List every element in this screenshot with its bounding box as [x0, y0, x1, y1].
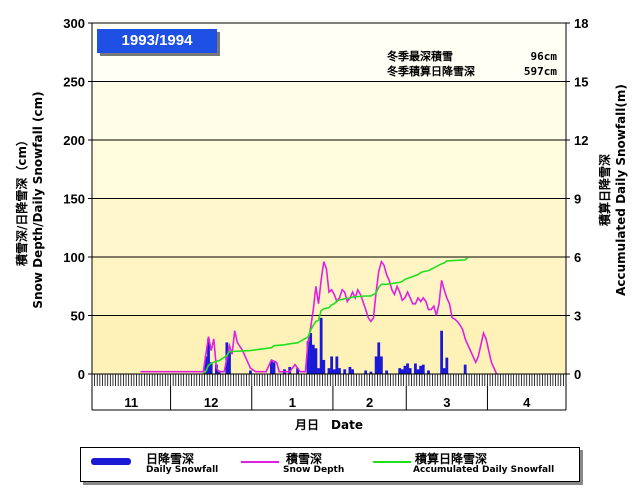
bar [445, 357, 449, 374]
bar [314, 348, 318, 374]
bar [228, 350, 231, 374]
bar [377, 342, 381, 374]
bar [427, 370, 430, 374]
series-lines [140, 257, 498, 375]
bar [385, 370, 389, 374]
bar [322, 359, 326, 374]
right-tick-label: 9 [574, 192, 581, 207]
date-axis: 11 12 1 2 3 4 [91, 373, 567, 411]
legend-label-jp: 積雪深 [286, 452, 323, 466]
month-label: 1 [289, 395, 296, 410]
bar [343, 369, 347, 374]
bar [317, 368, 320, 374]
bar [406, 363, 409, 374]
accumulated-snowfall-line [202, 257, 469, 375]
bar [204, 356, 208, 374]
bar [335, 356, 339, 374]
bar [327, 368, 331, 374]
bar [369, 371, 373, 374]
left-tick-label: 0 [78, 367, 85, 382]
left-axis-tick-labels: 0 50 100 150 200 250 300 [63, 16, 92, 382]
bar [419, 365, 423, 374]
bar [306, 341, 310, 374]
bar [338, 368, 341, 374]
left-tick-label: 100 [63, 250, 85, 265]
bar [416, 369, 420, 374]
right-tick-label: 12 [574, 133, 588, 148]
legend-label-en: Daily Snowfall [146, 465, 219, 475]
bar [249, 370, 252, 374]
snow-depth-line [140, 259, 498, 375]
legend-swatch-snow-depth [241, 461, 279, 463]
left-axis-title-en: Snow Depth/Daily Snowfall (cm) [31, 91, 45, 308]
bar [400, 369, 404, 374]
bar [403, 365, 407, 374]
legend-label-en: Accumulated Daily Snowfall [413, 465, 555, 475]
left-axis-title-jp: 積雪深/日降雪深（cm） [14, 134, 29, 267]
plot-band [92, 81, 566, 140]
bar [209, 362, 213, 374]
right-tick-label: 15 [574, 75, 588, 90]
legend-label-jp: 日降雪深 [146, 452, 195, 466]
legend-swatch-daily-snowfall [91, 458, 131, 465]
left-tick-label: 150 [63, 192, 85, 207]
max-depth-value: 96cm [530, 50, 558, 63]
right-axis-title-jp: 積算日降雪深 [597, 154, 612, 227]
bar [319, 317, 323, 374]
left-tick-label: 250 [63, 75, 85, 90]
bar [272, 362, 276, 374]
bar [440, 330, 444, 374]
bar [364, 370, 368, 374]
daily-snowfall-bars [204, 317, 467, 374]
plot-band [92, 140, 566, 199]
bar [311, 344, 315, 374]
plot-band [92, 198, 566, 257]
right-tick-label: 6 [574, 250, 581, 265]
plot-band [92, 315, 566, 374]
bar [379, 356, 383, 374]
max-depth-row: 冬季最深積雪 96cm [387, 49, 557, 64]
bar [296, 368, 299, 374]
right-tick-label: 3 [574, 309, 581, 324]
max-depth-label: 冬季最深積雪 [387, 50, 453, 63]
left-tick-label: 50 [71, 309, 85, 324]
bar [414, 363, 417, 374]
bar [421, 364, 425, 374]
bar [463, 364, 467, 374]
bar [351, 369, 354, 374]
legend-label-jp: 積算日降雪深 [415, 452, 488, 466]
bar [207, 338, 210, 374]
accum-label: 冬季積算日降雪深 [387, 65, 475, 78]
bar [309, 333, 313, 374]
accum-value: 597cm [523, 65, 557, 78]
x-axis-title: 月日 Date [294, 418, 363, 432]
bar [374, 356, 378, 374]
accum-row: 冬季積算日降雪深 597cm [387, 64, 557, 79]
right-tick-label: 0 [574, 367, 581, 382]
month-label: 4 [523, 395, 531, 410]
bar [332, 369, 336, 374]
bar [398, 368, 402, 374]
bar [269, 361, 273, 374]
month-label: 3 [443, 395, 450, 410]
bar [408, 368, 412, 374]
bar [442, 368, 446, 374]
bar [348, 366, 352, 374]
right-tick-label: 18 [574, 16, 588, 31]
left-tick-label: 300 [63, 16, 85, 31]
legend-swatch-accumulated [373, 461, 411, 463]
month-label: 11 [124, 395, 138, 410]
right-axis-tick-labels: 0 3 6 9 12 15 18 [566, 16, 588, 382]
bar [330, 356, 334, 374]
left-tick-label: 200 [63, 133, 85, 148]
winter-stats: 冬季最深積雪 96cm 冬季積算日降雪深 597cm [387, 49, 557, 79]
legend: 日降雪深 Daily Snowfall 積雪深 Snow Depth 積算日降雪… [80, 447, 580, 482]
legend-label-en: Snow Depth [283, 465, 345, 475]
month-label: 12 [204, 395, 218, 410]
right-axis-title-en: Accumulated Daily Snowfall(m) [614, 84, 628, 296]
month-label: 2 [366, 395, 373, 410]
season-label: 1993/1994 [97, 29, 217, 53]
